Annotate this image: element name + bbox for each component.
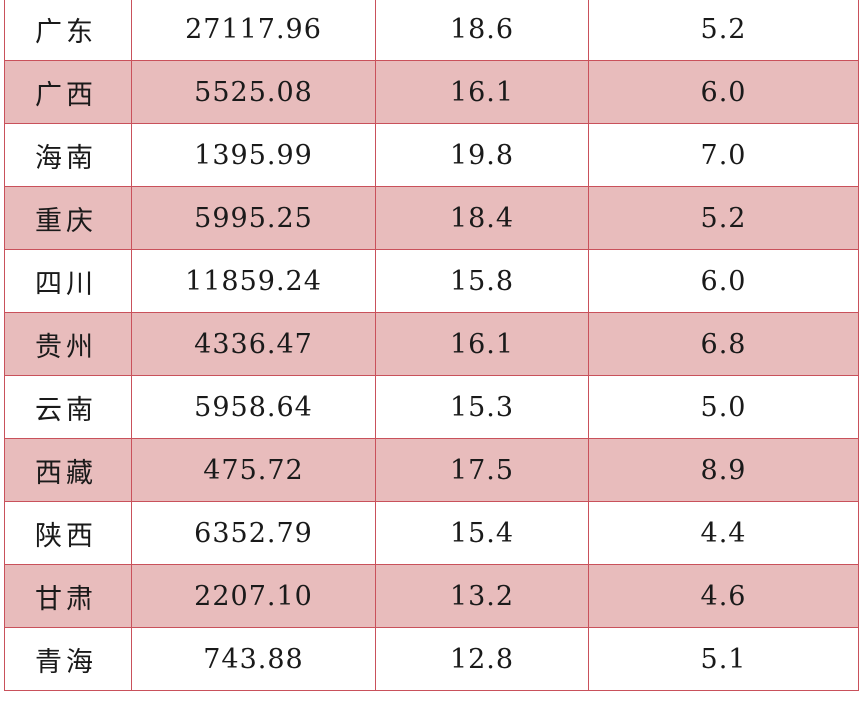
region-cell: 广东 xyxy=(4,0,132,61)
table-row: 重庆 5995.25 18.4 5.2 xyxy=(4,186,859,250)
rate1-cell: 13.2 xyxy=(375,564,589,628)
rate2-cell: 4.4 xyxy=(588,501,859,565)
value-cell: 2207.10 xyxy=(131,564,376,628)
table-row: 西藏 475.72 17.5 8.9 xyxy=(4,438,859,502)
table-row: 四川 11859.24 15.8 6.0 xyxy=(4,249,859,313)
rate1-cell: 16.1 xyxy=(375,312,589,376)
value-cell: 11859.24 xyxy=(131,249,376,313)
value-cell: 5958.64 xyxy=(131,375,376,439)
rate1-cell: 16.1 xyxy=(375,60,589,124)
region-cell: 贵州 xyxy=(4,312,132,376)
rate2-cell: 6.0 xyxy=(588,249,859,313)
value-cell: 6352.79 xyxy=(131,501,376,565)
value-cell: 5525.08 xyxy=(131,60,376,124)
rate1-cell: 18.6 xyxy=(375,0,589,61)
rate2-cell: 7.0 xyxy=(588,123,859,187)
rate2-cell: 4.6 xyxy=(588,564,859,628)
rate2-cell: 6.8 xyxy=(588,312,859,376)
region-cell: 重庆 xyxy=(4,186,132,250)
value-cell: 1395.99 xyxy=(131,123,376,187)
table-row: 甘肃 2207.10 13.2 4.6 xyxy=(4,564,859,628)
region-cell: 广西 xyxy=(4,60,132,124)
table-body: 广东 27117.96 18.6 5.2 广西 5525.08 16.1 6.0 海南 1395.… xyxy=(4,0,859,691)
rate2-cell: 5.0 xyxy=(588,375,859,439)
region-cell: 海南 xyxy=(4,123,132,187)
value-cell: 27117.96 xyxy=(131,0,376,61)
table-row: 广东 27117.96 18.6 5.2 xyxy=(4,0,859,61)
table-row: 海南 1395.99 19.8 7.0 xyxy=(4,123,859,187)
rate2-cell: 5.2 xyxy=(588,186,859,250)
rate1-cell: 17.5 xyxy=(375,438,589,502)
table-row: 贵州 4336.47 16.1 6.8 xyxy=(4,312,859,376)
value-cell: 475.72 xyxy=(131,438,376,502)
region-cell: 四川 xyxy=(4,249,132,313)
table-row: 广西 5525.08 16.1 6.0 xyxy=(4,60,859,124)
rate1-cell: 18.4 xyxy=(375,186,589,250)
table-row: 陕西 6352.79 15.4 4.4 xyxy=(4,501,859,565)
region-cell: 陕西 xyxy=(4,501,132,565)
rate2-cell: 6.0 xyxy=(588,60,859,124)
rate1-cell: 12.8 xyxy=(375,627,589,691)
table-row: 云南 5958.64 15.3 5.0 xyxy=(4,375,859,439)
rate2-cell: 8.9 xyxy=(588,438,859,502)
region-cell: 甘肃 xyxy=(4,564,132,628)
data-table: 广东 27117.96 18.6 5.2 广西 5525.08 16.1 6.0 海南 1395.… xyxy=(4,0,859,691)
rate1-cell: 19.8 xyxy=(375,123,589,187)
value-cell: 4336.47 xyxy=(131,312,376,376)
table-row: 青海 743.88 12.8 5.1 xyxy=(4,627,859,691)
rate1-cell: 15.4 xyxy=(375,501,589,565)
rate1-cell: 15.3 xyxy=(375,375,589,439)
region-cell: 云南 xyxy=(4,375,132,439)
value-cell: 743.88 xyxy=(131,627,376,691)
rate1-cell: 15.8 xyxy=(375,249,589,313)
region-cell: 青海 xyxy=(4,627,132,691)
value-cell: 5995.25 xyxy=(131,186,376,250)
rate2-cell: 5.2 xyxy=(588,0,859,61)
region-cell: 西藏 xyxy=(4,438,132,502)
rate2-cell: 5.1 xyxy=(588,627,859,691)
